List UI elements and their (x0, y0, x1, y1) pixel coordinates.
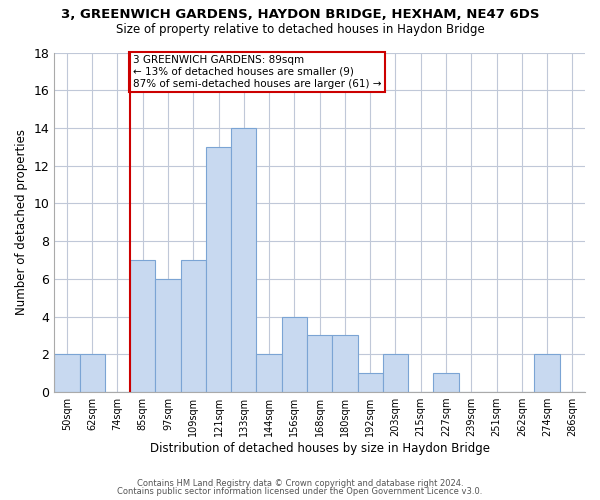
Y-axis label: Number of detached properties: Number of detached properties (15, 130, 28, 316)
Bar (155, 279, 181, 392)
Bar (80, 354, 105, 392)
Bar (231, 128, 256, 392)
Bar (535, 354, 560, 392)
Bar (256, 354, 282, 392)
Bar (307, 336, 332, 392)
Bar (282, 316, 307, 392)
Text: Contains public sector information licensed under the Open Government Licence v3: Contains public sector information licen… (118, 487, 482, 496)
Bar (54, 354, 80, 392)
Text: 3 GREENWICH GARDENS: 89sqm
← 13% of detached houses are smaller (9)
87% of semi-: 3 GREENWICH GARDENS: 89sqm ← 13% of deta… (133, 56, 382, 88)
Bar (358, 373, 383, 392)
Bar (206, 147, 231, 392)
Bar (433, 373, 458, 392)
Bar (383, 354, 408, 392)
Text: Size of property relative to detached houses in Haydon Bridge: Size of property relative to detached ho… (116, 22, 484, 36)
Text: Contains HM Land Registry data © Crown copyright and database right 2024.: Contains HM Land Registry data © Crown c… (137, 478, 463, 488)
X-axis label: Distribution of detached houses by size in Haydon Bridge: Distribution of detached houses by size … (149, 442, 490, 455)
Bar (181, 260, 206, 392)
Text: 3, GREENWICH GARDENS, HAYDON BRIDGE, HEXHAM, NE47 6DS: 3, GREENWICH GARDENS, HAYDON BRIDGE, HEX… (61, 8, 539, 20)
Bar (332, 336, 358, 392)
Bar (130, 260, 155, 392)
